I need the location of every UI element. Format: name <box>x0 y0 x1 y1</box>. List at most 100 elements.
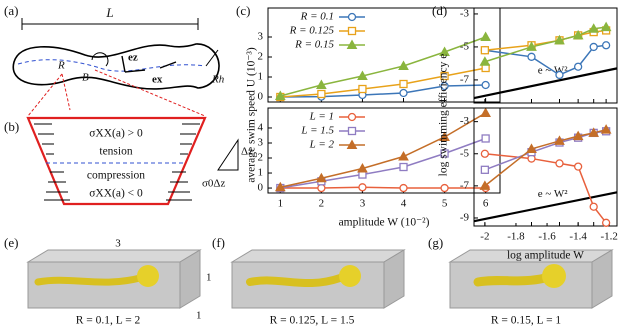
panel-label: (b) <box>4 119 19 134</box>
panel-label: (a) <box>4 3 18 18</box>
marker <box>573 62 583 71</box>
y-tick-label: 3 <box>258 31 264 43</box>
marker <box>572 29 584 40</box>
label: L <box>105 5 113 20</box>
y-tick-label: -3 <box>460 115 470 127</box>
caption: R = 0.125, L = 1.5 <box>270 315 355 327</box>
label: Rh <box>211 74 225 86</box>
plot-frame <box>473 107 618 227</box>
y-tick-label: 1 <box>258 167 264 179</box>
marker <box>399 88 408 98</box>
legend-label: R = 0.125 <box>289 25 335 37</box>
guide <box>27 73 63 117</box>
marker <box>589 42 598 52</box>
x-tick-label: 3 <box>360 198 366 210</box>
y-tick-label: -5 <box>460 40 470 52</box>
panel-label: (e) <box>4 235 18 250</box>
series-line <box>280 36 486 97</box>
slope-triangle <box>217 138 239 171</box>
y-tick-label: -7 <box>460 179 470 191</box>
marker <box>274 90 286 100</box>
marker <box>479 180 491 190</box>
marker <box>481 80 490 90</box>
y-tick-label: 2 <box>258 152 264 164</box>
marker <box>357 70 368 80</box>
x-axis-label: amplitude W (10⁻²) <box>339 217 430 229</box>
marker <box>589 202 598 211</box>
legend-label: R = 0.15 <box>294 39 334 51</box>
ex-arrow <box>159 61 177 69</box>
marker <box>601 41 611 50</box>
legend-label: L = 1 <box>309 111 334 123</box>
legend-marker <box>346 139 358 149</box>
series-line <box>484 26 607 63</box>
marker <box>601 218 611 227</box>
marker <box>481 134 490 143</box>
marker <box>554 34 565 45</box>
marker <box>480 31 491 41</box>
x-tick-label: 1 <box>278 198 284 210</box>
reference-label: e ~ W² <box>538 188 569 200</box>
series-line <box>280 112 487 189</box>
marker <box>399 162 408 172</box>
reference-line <box>473 67 618 100</box>
x-tick-label: 6 <box>483 198 489 210</box>
y-tick-label: -3 <box>460 7 470 19</box>
plot-frame <box>267 7 501 103</box>
panel-label: (g) <box>428 235 443 250</box>
marker <box>480 165 490 174</box>
marker <box>526 41 537 51</box>
y-tick-label: -9 <box>460 212 470 224</box>
y-tick-label: 4 <box>258 122 264 134</box>
y-tick-label: 1 <box>258 71 264 83</box>
legend-marker <box>347 26 357 36</box>
x-tick-label: -2 <box>480 231 489 243</box>
marker <box>398 150 409 161</box>
x-tick-label: -1.4 <box>569 231 587 243</box>
marker <box>358 84 367 94</box>
marker <box>527 52 536 61</box>
y-tick-label: 3 <box>258 137 264 149</box>
ez-arrow <box>121 55 126 73</box>
dimension: 1 <box>206 272 212 284</box>
trapezoid <box>26 116 207 206</box>
diagram-a: L R B ez ex Rh <box>12 5 225 117</box>
marker <box>526 143 537 153</box>
centerline <box>17 59 206 72</box>
dimension: 3 <box>115 238 121 250</box>
radius-line <box>205 49 219 67</box>
label: σXX(a) < 0 <box>89 188 143 200</box>
legend-label: R = 0.1 <box>300 11 334 23</box>
series-line <box>280 84 486 98</box>
marker <box>399 79 408 89</box>
x-tick-label: -1.6 <box>538 231 556 243</box>
stress-arrows <box>34 123 200 201</box>
marker <box>440 183 449 193</box>
series-line <box>484 130 607 171</box>
panel-label: (f) <box>212 235 225 250</box>
x-axis-label: log amplitude W <box>507 250 584 262</box>
x-tick-label: 4 <box>401 198 407 210</box>
marker <box>555 159 564 168</box>
legend-label: L = 2 <box>309 139 335 151</box>
marker <box>600 21 612 32</box>
diagram-b: σXX(a) > 0 tension compression σXX(a) < … <box>26 116 253 206</box>
y-tick-label: -5 <box>460 147 470 159</box>
label: B <box>82 72 89 84</box>
legend-marker <box>346 39 358 49</box>
render-box <box>448 249 614 309</box>
caption: R = 0.15, L = 1 <box>491 315 562 327</box>
marker <box>554 135 565 145</box>
label: ez <box>128 52 138 64</box>
label: σXX(a) > 0 <box>89 128 143 140</box>
marker <box>439 131 450 141</box>
y-tick-label: -7 <box>460 73 470 85</box>
renders: 3 1 1 R = 0.1, L = 2 R = 0.125, L = 1.5 … <box>26 238 614 327</box>
marker <box>479 56 491 66</box>
marker <box>440 149 449 158</box>
marker <box>573 162 583 171</box>
label: compression <box>87 170 145 182</box>
marker <box>398 60 409 70</box>
y-axis-label: average swim speed U (10⁻³) <box>246 47 258 183</box>
